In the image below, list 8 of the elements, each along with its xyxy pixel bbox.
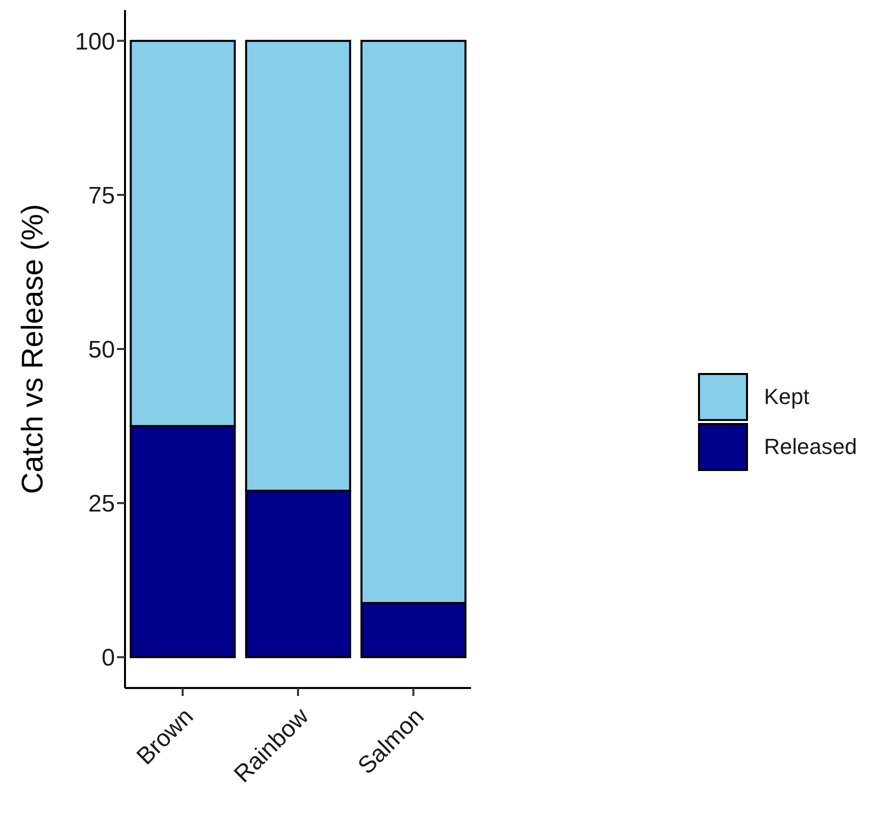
legend-label: Kept [764,384,810,410]
legend-label: Released [764,434,857,460]
y-axis-title: Catch vs Release (%) [16,204,50,494]
y-tick-label: 50 [88,336,115,364]
y-tick-label: 0 [102,644,115,672]
y-tick-label: 25 [88,490,115,518]
y-tick-label: 75 [88,182,115,210]
y-tick-label: 100 [74,28,115,56]
